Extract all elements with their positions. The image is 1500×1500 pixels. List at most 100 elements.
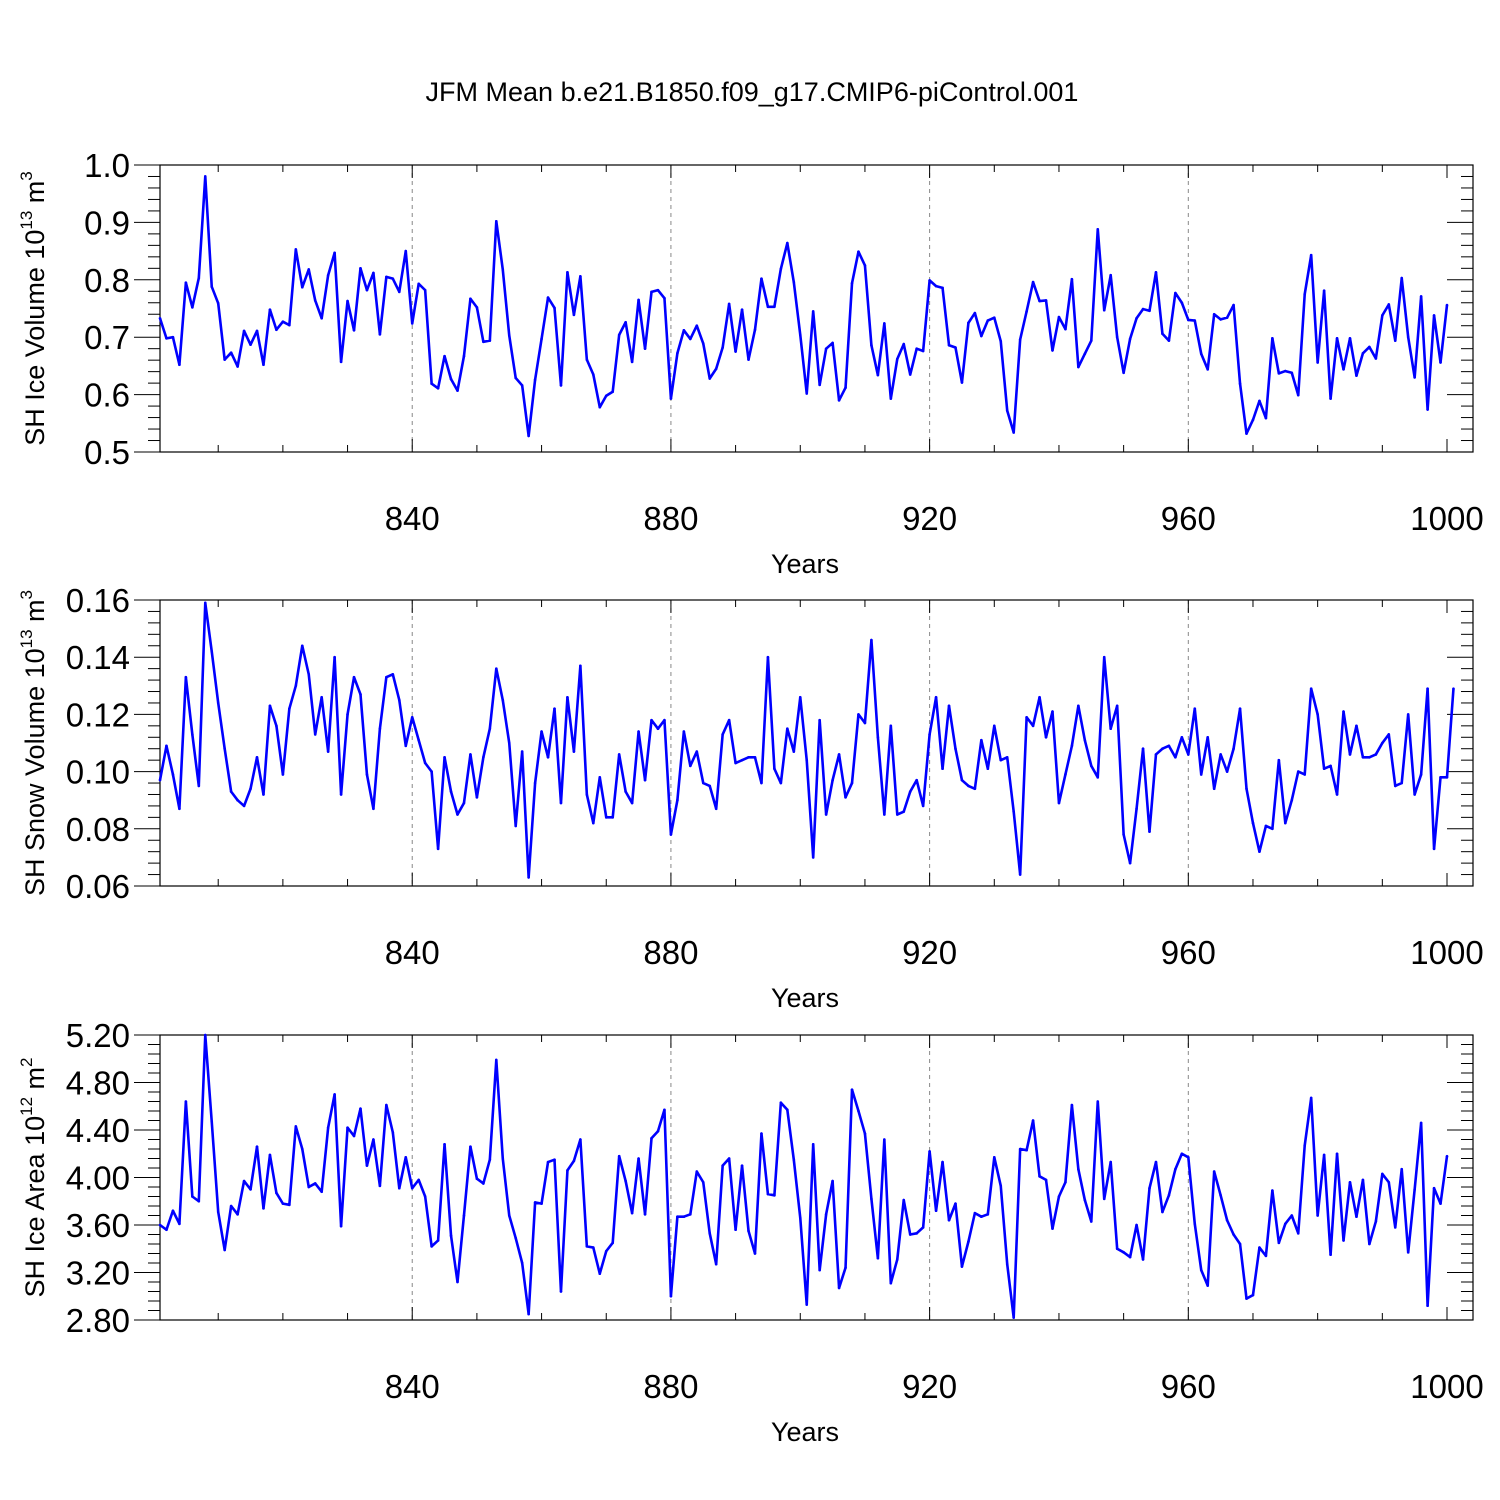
- data-point: [1361, 1178, 1365, 1182]
- data-point: [753, 328, 757, 332]
- data-point: [902, 810, 906, 813]
- data-point: [1057, 315, 1061, 319]
- data-point: [1083, 738, 1087, 742]
- data-point: [197, 784, 201, 788]
- data-point: [708, 784, 712, 788]
- data-point: [1206, 735, 1210, 739]
- data-point: [495, 219, 498, 223]
- data-point: [1057, 801, 1061, 805]
- data-point: [288, 323, 291, 327]
- data-point: [249, 343, 252, 346]
- x-axis-label: Years: [771, 1417, 839, 1447]
- data-point: [255, 329, 259, 333]
- data-point: [1387, 733, 1391, 736]
- data-point: [1083, 1198, 1087, 1202]
- series-points: [158, 1033, 1449, 1319]
- data-point: [339, 360, 343, 364]
- data-point: [178, 1222, 181, 1226]
- data-point: [598, 405, 602, 409]
- data-point: [333, 1093, 336, 1096]
- data-point: [928, 733, 931, 736]
- data-point: [449, 790, 453, 793]
- data-point: [1342, 368, 1345, 371]
- data-point: [1413, 793, 1416, 796]
- data-point: [1044, 299, 1048, 302]
- y-tick-label: 0.14: [66, 639, 130, 676]
- data-point: [475, 796, 479, 799]
- x-tick-label: 1000: [1410, 1368, 1483, 1405]
- data-point: [275, 1191, 278, 1195]
- data-point: [326, 1126, 330, 1129]
- data-point: [262, 363, 265, 367]
- data-point: [663, 718, 666, 722]
- data-point: [1031, 280, 1035, 284]
- data-point: [566, 1169, 569, 1172]
- data-point: [1128, 861, 1132, 865]
- data-point: [992, 1156, 996, 1159]
- data-point: [870, 1197, 873, 1201]
- y-tick-label: 1.0: [84, 147, 130, 184]
- data-point: [934, 1209, 938, 1213]
- data-point: [1232, 303, 1235, 307]
- y-tick-label: 0.06: [66, 868, 130, 905]
- data-point: [546, 756, 550, 759]
- y-axis-label-superscript: 2: [17, 1058, 36, 1067]
- series-line: [159, 1033, 1449, 1319]
- y-axis-label-superscript: 13: [17, 629, 36, 648]
- data-point: [676, 1215, 679, 1218]
- data-point: [643, 778, 647, 782]
- data-point: [1064, 773, 1067, 776]
- data-point: [967, 1240, 970, 1243]
- data-point: [391, 673, 395, 676]
- data-point: [326, 273, 330, 277]
- data-point: [941, 286, 944, 290]
- data-point: [1077, 704, 1080, 708]
- data-point: [1445, 1154, 1449, 1158]
- data-point: [921, 1226, 925, 1229]
- data-point: [695, 750, 699, 753]
- data-point: [1271, 1189, 1274, 1192]
- data-point: [397, 698, 401, 702]
- data-point: [514, 1236, 518, 1240]
- data-point: [1381, 314, 1384, 317]
- data-point: [262, 793, 265, 796]
- data-point: [934, 284, 938, 288]
- data-point: [1122, 833, 1125, 836]
- data-point: [191, 1195, 194, 1198]
- data-point: [656, 727, 660, 730]
- data-point: [1316, 713, 1319, 716]
- data-point: [863, 721, 867, 725]
- data-point: [430, 382, 433, 385]
- data-point: [397, 1186, 401, 1190]
- data-point: [540, 1202, 543, 1205]
- data-point: [999, 758, 1003, 762]
- figure-title: JFM Mean b.e21.B1850.f09_g17.CMIP6-piCon…: [426, 77, 1079, 107]
- data-point: [378, 727, 382, 730]
- data-point: [275, 724, 278, 728]
- data-point: [689, 1213, 692, 1216]
- data-point: [1271, 827, 1274, 831]
- data-point: [346, 713, 349, 716]
- data-point: [779, 781, 783, 785]
- data-point: [1154, 271, 1158, 274]
- data-point: [546, 1160, 550, 1164]
- data-point: [708, 377, 712, 380]
- data-point: [1102, 308, 1106, 312]
- data-point: [165, 337, 168, 340]
- data-point: [559, 801, 563, 805]
- data-point: [1070, 277, 1074, 281]
- data-point: [436, 386, 440, 390]
- data-point: [191, 306, 194, 309]
- data-point: [811, 310, 815, 313]
- data-point: [320, 316, 323, 320]
- data-point: [1374, 1220, 1378, 1223]
- data-point: [708, 1232, 712, 1235]
- data-point: [333, 251, 336, 255]
- data-point: [540, 337, 543, 341]
- data-point: [1102, 655, 1106, 659]
- series-line: [158, 601, 1455, 879]
- data-point: [973, 787, 977, 791]
- data-point: [1445, 303, 1449, 307]
- data-point: [1167, 1194, 1171, 1197]
